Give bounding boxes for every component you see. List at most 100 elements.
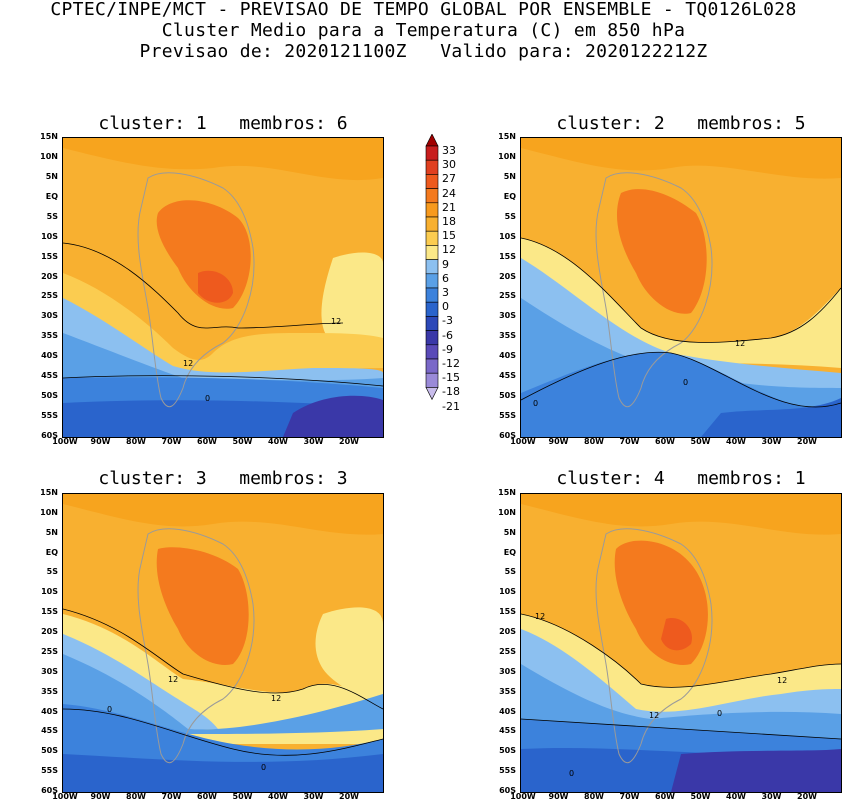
panel-1-title: cluster: 1 membros: 6	[98, 113, 348, 134]
colorbar-level-label: -21	[442, 399, 460, 413]
lat-tick-label: 35S	[41, 686, 58, 696]
colorbar-level-label: 0	[442, 300, 449, 314]
colorbar-swatches	[425, 134, 439, 401]
lat-tick-label: 45S	[499, 371, 516, 381]
lat-tick-label: 20S	[499, 627, 516, 637]
colorbar-level-label: 9	[442, 257, 449, 271]
colorbar-level-label: 21	[442, 200, 456, 214]
lon-tick-label: 30W	[303, 792, 324, 801]
lat-tick-label: 25S	[499, 291, 516, 301]
lat-tick-label: 15N	[498, 488, 516, 497]
colorbar-level-label: 18	[442, 215, 456, 228]
lat-tick-label: 5S	[504, 211, 516, 221]
colorbar-swatch	[425, 174, 439, 189]
lat-tick-label: 60S	[499, 431, 516, 440]
lat-tick-label: 25S	[41, 291, 58, 301]
lon-tick-label: 30W	[761, 437, 782, 446]
lat-tick-label: 55S	[41, 411, 58, 421]
colorbar-level-label: 33	[442, 144, 456, 157]
colorbar-swatch	[425, 145, 439, 161]
lat-tick-label: 10S	[499, 231, 516, 241]
colorbar-swatch	[425, 273, 439, 289]
colorbar-level-label: 3	[442, 286, 449, 299]
colorbar-swatch	[425, 188, 439, 204]
colorbar-level-label: 30	[442, 158, 456, 172]
map-panel-4: 12 12 12 0 0	[520, 493, 842, 793]
contour-label: 0	[205, 394, 210, 403]
lon-tick-label: 50W	[232, 437, 253, 446]
contour-label: 12	[183, 359, 193, 368]
colorbar-level-label: -9	[442, 342, 453, 356]
lat-tick-label: 60S	[41, 786, 58, 795]
colorbar-swatch	[425, 287, 439, 303]
lat-tick-label: EQ	[45, 547, 58, 557]
lon-tick-label: 40W	[268, 437, 288, 446]
colorbar-swatch	[425, 159, 439, 175]
lon-tick-label: 70W	[161, 437, 182, 446]
contour-label: 12	[649, 711, 659, 720]
lat-tick-label: 10S	[499, 587, 516, 597]
lon-tick-label: 100W	[510, 792, 536, 801]
lat-tick-label: 55S	[499, 411, 516, 421]
lon-tick-label: 50W	[690, 437, 711, 446]
lat-tick-label: 35S	[499, 686, 516, 696]
lat-tick-label: 50S	[499, 391, 516, 401]
panel-2-title: cluster: 2 membros: 5	[556, 113, 806, 134]
lon-tick-label: 80W	[584, 437, 604, 446]
lat-tick-label: 5S	[46, 211, 58, 221]
lat-tick-label: 35S	[41, 331, 58, 341]
lat-tick-label: 55S	[499, 766, 516, 776]
lat-tick-label: EQ	[503, 547, 516, 557]
lat-tick-label: 15S	[41, 251, 58, 261]
colorbar-level-label: -15	[442, 371, 460, 385]
lat-tick-label: 15S	[41, 607, 58, 617]
colorbar: 33 30 27 24 21 18 15 12 9 6 3 0 -3 -6 -9 -12 -15 -18 -21	[424, 134, 484, 440]
colorbar-level-label: -18	[442, 385, 460, 399]
contour-label: 12	[168, 675, 178, 684]
colorbar-level-label: -3	[442, 314, 453, 328]
contour-label: 0	[533, 399, 538, 408]
lon-tick-label: 80W	[126, 792, 146, 801]
lat-tick-label: 10S	[41, 231, 58, 241]
colorbar-swatch	[425, 358, 439, 374]
lon-tick-label: 100W	[510, 437, 536, 446]
lon-tick-label: 40W	[726, 792, 746, 801]
lon-tick-label: 60W	[197, 437, 217, 446]
lat-tick-label: 15S	[499, 251, 516, 261]
lon-tick-label: 60W	[655, 437, 675, 446]
lat-tick-label: 45S	[41, 371, 58, 381]
colorbar-swatch	[425, 330, 439, 346]
lat-tick-label: 10N	[498, 507, 516, 517]
lon-tick-label: 20W	[797, 437, 817, 446]
lat-tick-label: 50S	[499, 746, 516, 756]
colorbar-level-label: 24	[442, 186, 456, 200]
lat-tick-label: 25S	[41, 646, 58, 656]
lon-tick-label: 80W	[126, 437, 146, 446]
colorbar-level-label: 27	[442, 172, 456, 186]
lat-tick-label: 35S	[499, 331, 516, 341]
colorbar-bottom-arrow	[425, 387, 439, 401]
lon-tick-label: 90W	[548, 437, 569, 446]
lat-tick-label: 5N	[45, 171, 58, 181]
lat-tick-label: 20S	[41, 271, 58, 281]
lat-tick-label: 40S	[41, 351, 58, 361]
lat-tick-label: 30S	[41, 666, 58, 676]
contour-label: 0	[717, 709, 722, 718]
lon-tick-label: 40W	[726, 437, 746, 446]
lat-tick-label: 25S	[499, 646, 516, 656]
lat-tick-label: 60S	[499, 786, 516, 795]
lat-tick-label: 40S	[499, 351, 516, 361]
map-panel-3: 12 12 0 0	[62, 493, 384, 793]
colorbar-labels: 33 30 27 24 21 18 15 12 9 6 3 0 -3 -6 -9 -12 -15 -18 -21	[442, 134, 482, 440]
colorbar-swatch	[425, 316, 439, 331]
lat-tick-label: 10N	[40, 507, 58, 517]
map-panel-1: 12 12 0	[62, 137, 384, 438]
lon-tick-label: 90W	[548, 792, 569, 801]
lat-tick-label: 40S	[499, 706, 516, 716]
colorbar-top-arrow	[425, 134, 439, 147]
lat-tick-label: 50S	[41, 391, 58, 401]
lon-tick-label: 70W	[619, 792, 640, 801]
lon-tick-label: 100W	[52, 437, 78, 446]
lon-tick-label: 90W	[90, 792, 111, 801]
colorbar-swatch	[425, 259, 439, 275]
